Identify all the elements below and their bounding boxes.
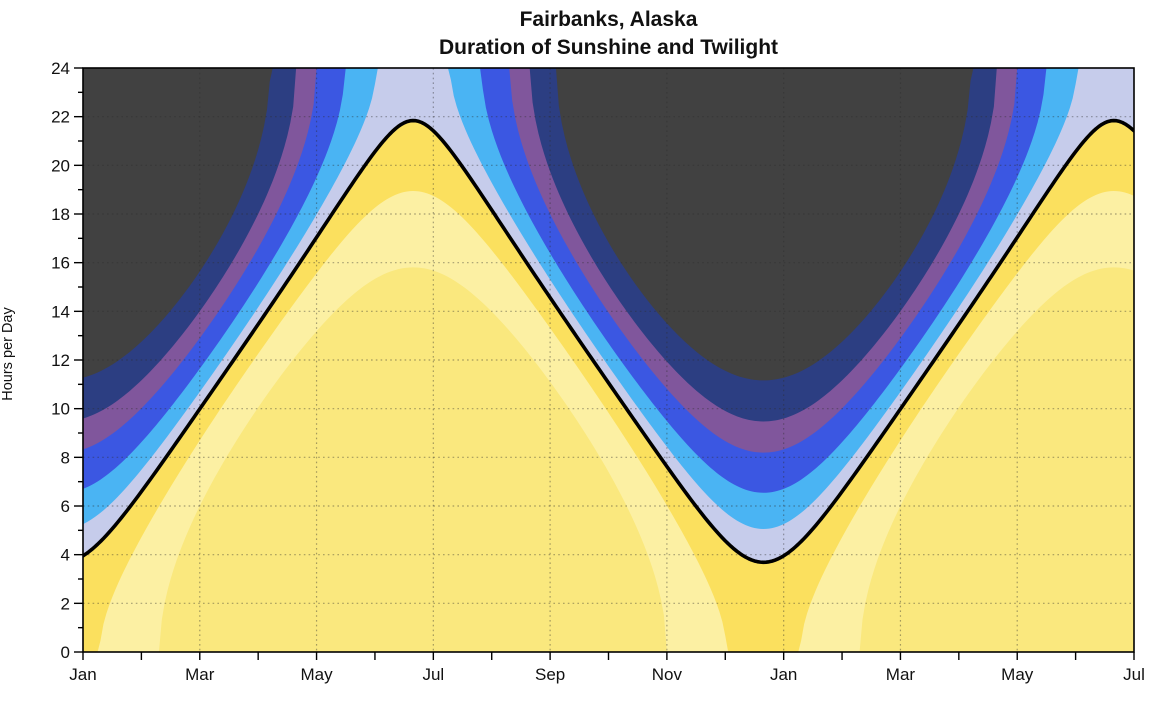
daylight-duration-curve <box>83 118 1134 565</box>
y-tick-label: 4 <box>61 546 70 565</box>
y-tick-label: 14 <box>51 302 70 321</box>
x-tick-label: May <box>300 665 333 684</box>
y-axis-title: Hours per Day <box>0 307 16 401</box>
y-tick-label: 18 <box>51 205 70 224</box>
x-tick-label: May <box>1001 665 1034 684</box>
x-tick-label: Jul <box>422 665 444 684</box>
x-tick-label: Jul <box>1123 665 1145 684</box>
y-tick-label: 16 <box>51 254 70 273</box>
x-tick-label: Jan <box>770 665 797 684</box>
chart-title-block: Fairbanks, Alaska Duration of Sunshine a… <box>83 6 1134 61</box>
y-tick-label: 24 <box>51 59 70 78</box>
chart-title: Fairbanks, Alaska <box>519 8 698 31</box>
y-tick-label: 6 <box>61 497 70 516</box>
x-tick-label: Nov <box>652 665 683 684</box>
chart-subtitle: Duration of Sunshine and Twilight <box>438 35 779 59</box>
x-tick-label: Mar <box>185 665 215 684</box>
y-tick-label: 2 <box>61 594 70 613</box>
y-tick-label: 0 <box>61 643 70 662</box>
gridlines <box>83 68 1134 652</box>
x-tick-label: Sep <box>535 665 565 684</box>
day-twilight-bands <box>83 68 1134 652</box>
x-tick-label: Mar <box>886 665 916 684</box>
y-tick-label: 20 <box>51 156 70 175</box>
y-tick-label: 22 <box>51 108 70 127</box>
sunshine-high-sun-yellow-band <box>83 267 1134 652</box>
y-tick-label: 8 <box>61 448 70 467</box>
y-tick-label: 10 <box>51 400 70 419</box>
x-tick-label: Jan <box>69 665 96 684</box>
y-tick-label: 12 <box>51 351 70 370</box>
